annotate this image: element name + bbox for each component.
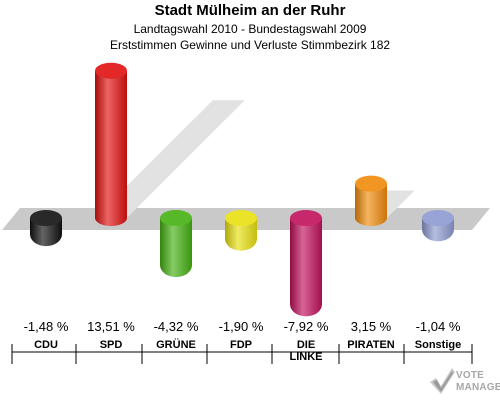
data-label: -4,32 % bbox=[153, 319, 199, 334]
data-label: 3,15 % bbox=[350, 319, 392, 334]
category-label: DIE LINKE bbox=[289, 339, 323, 363]
logo-line-2: MANAGER bbox=[456, 382, 500, 393]
bar-fdp bbox=[225, 210, 257, 251]
data-label: -1,48 % bbox=[23, 319, 69, 334]
category-label: PIRATEN bbox=[347, 339, 395, 351]
category-label: GRÜNE bbox=[156, 339, 196, 351]
bar-spd bbox=[95, 62, 127, 226]
category-label: SPD bbox=[99, 339, 123, 351]
logo-check-icon bbox=[430, 368, 455, 394]
chart-subtitle-2: Erststimmen Gewinne und Verluste Stimmbe… bbox=[109, 38, 391, 52]
logo-text: VOTE MANAGER bbox=[456, 370, 500, 394]
bar-sonstige bbox=[422, 210, 454, 242]
chart-subtitle: Landtagswahl 2010 - Bundestagswahl 2009 bbox=[133, 22, 367, 36]
vote-manager-logo: VOTE MANAGER bbox=[426, 366, 500, 398]
category-label: FDP bbox=[230, 339, 252, 351]
category-label: CDU bbox=[34, 339, 58, 351]
chart-title: Stadt Mülheim an der Ruhr bbox=[154, 2, 346, 19]
data-label: -7,92 % bbox=[283, 319, 329, 334]
category-label: Sonstige bbox=[414, 339, 462, 351]
bar-cdu bbox=[30, 210, 62, 247]
bar-shadow bbox=[95, 100, 245, 218]
bar-die-linke bbox=[290, 210, 322, 317]
data-label: -1,90 % bbox=[218, 319, 264, 334]
bar-piraten bbox=[355, 175, 387, 226]
bar-gr-ne bbox=[160, 210, 192, 278]
data-label: -1,04 % bbox=[415, 319, 461, 334]
data-label: 13,51 % bbox=[87, 319, 135, 334]
logo-line-1: VOTE bbox=[456, 370, 485, 381]
